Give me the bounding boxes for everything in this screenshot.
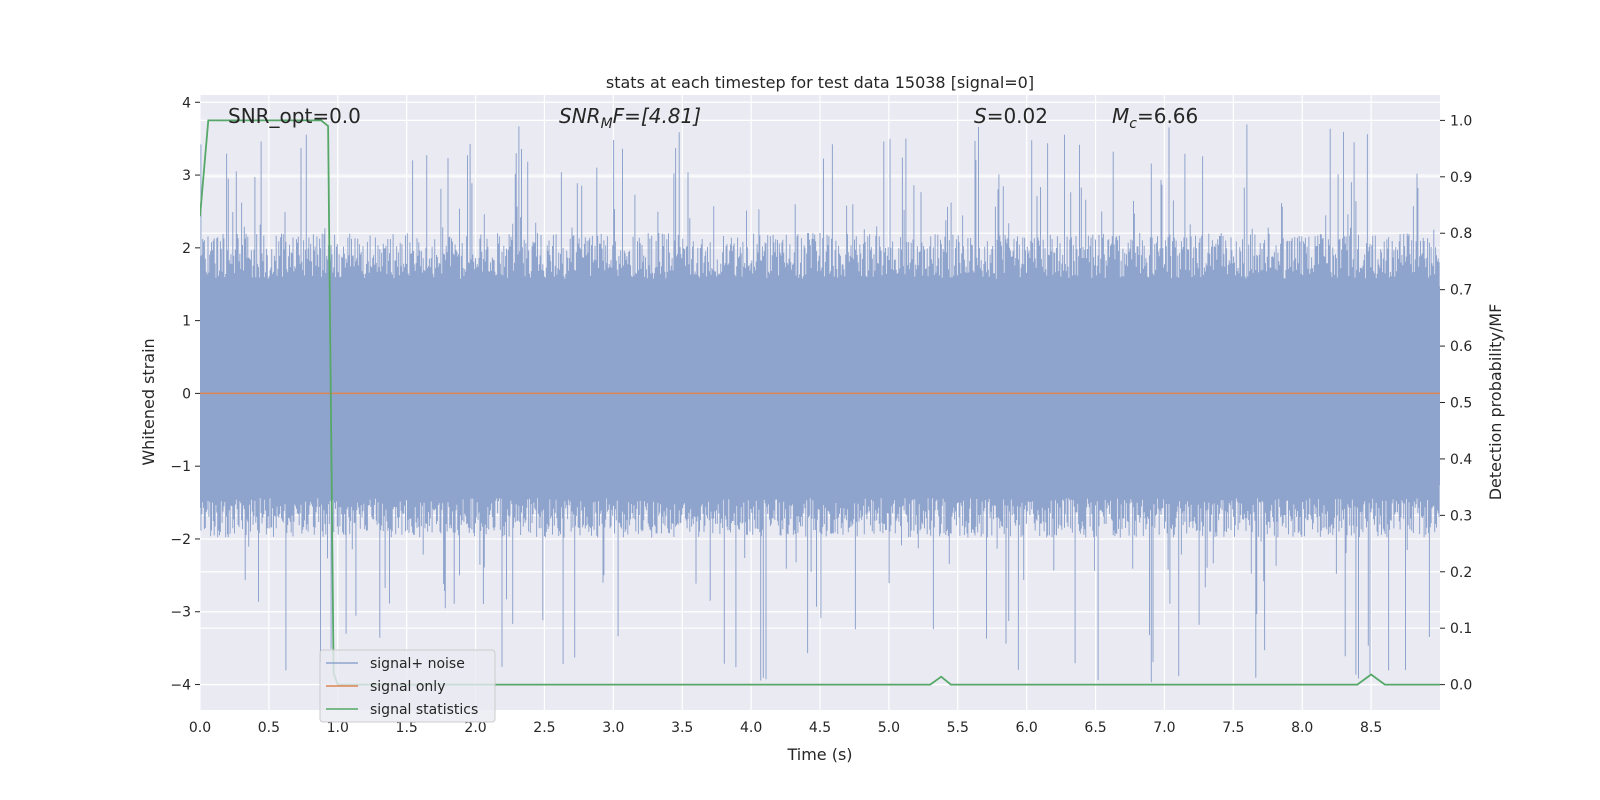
y2-tick-label: 0.7 [1450,283,1472,299]
y2-axis-label: Detection probability/MF [1486,304,1505,501]
legend-box [319,649,496,723]
annotation-mc-rest: =6.66 [1137,104,1198,128]
annotation-mc-sub: c [1129,116,1137,132]
y-tick-label: 1 [182,314,191,330]
x-tick-label: 8.0 [1291,720,1313,736]
y2-axis-ticks: 1.0 0.9 0.8 0.7 0.6 0.5 0.4 0.3 0.2 0.1 0.0 [1440,113,1472,694]
x-tick-label: 2.5 [533,720,555,736]
x-tick-label: 5.0 [878,720,900,736]
legend-label-statistics: signal statistics [370,702,478,718]
y2-tick-label: 0.8 [1450,226,1472,242]
x-axis-ticks: 0.0 0.5 1.0 1.5 2.0 2.5 3.0 3.5 4.0 4.5 5.0 5.5 6.0 6… [189,720,1382,736]
y2-tick-label: 0.5 [1450,396,1472,412]
y-tick-label: −4 [170,678,191,694]
x-tick-label: 3.0 [602,720,624,736]
x-tick-label: 6.5 [1084,720,1106,736]
x-tick-label: 8.5 [1360,720,1382,736]
y-tick-label: 2 [182,241,191,257]
x-tick-label: 2.0 [464,720,486,736]
legend: signal+ noise signal only signal statist… [319,649,496,723]
y-axis-ticks: 4 3 2 1 0 −1 −2 −3 −4 [170,95,200,694]
x-tick-label: 3.5 [671,720,693,736]
x-tick-label: 1.0 [327,720,349,736]
annotation-snr-mf-base: SNR [559,104,601,128]
y2-tick-label: 0.0 [1450,678,1472,694]
y-tick-label: 4 [182,95,191,111]
x-tick-label: 7.0 [1153,720,1175,736]
x-tick-label: 4.0 [740,720,762,736]
x-tick-label: 1.5 [396,720,418,736]
y-axis-label: Whitened strain [139,338,158,465]
x-tick-label: 6.0 [1016,720,1038,736]
series-signal-statistics [200,119,1440,686]
y2-tick-label: 0.6 [1450,339,1472,355]
annotation-mc-base: M [1112,104,1129,128]
annotation-mc: Mc=6.66 [1112,104,1198,132]
legend-label-noise: signal+ noise [370,656,465,672]
y-tick-label: 0 [182,386,191,402]
y-tick-label: −1 [170,459,191,475]
annotation-s-italic: S [974,104,987,128]
annotation-snr-mf-rest: F=[4.81] [613,104,701,128]
annotation-snr-mf-sub: M [601,116,613,132]
annotation-s: S=0.02 [974,104,1048,128]
chart-title: stats at each timestep for test data 150… [606,73,1034,92]
noise-trace [200,124,1440,683]
x-tick-label: 4.5 [809,720,831,736]
y2-tick-label: 0.2 [1450,565,1472,581]
plot-area [200,119,1440,686]
y-tick-label: −2 [170,532,191,548]
annotation-s-rest: =0.02 [987,104,1048,128]
y2-tick-label: 0.4 [1450,452,1472,468]
y-tick-label: 3 [182,168,191,184]
x-tick-label: 5.5 [947,720,969,736]
legend-label-signal: signal only [370,679,445,695]
annotation-snr-opt: SNR_opt=0.0 [228,104,361,128]
x-tick-label: 0.5 [258,720,280,736]
x-axis-label: Time (s) [786,745,852,764]
y2-tick-label: 0.9 [1450,170,1472,186]
x-tick-label: 7.5 [1222,720,1244,736]
y2-tick-label: 0.1 [1450,621,1472,637]
series-noise [200,124,1440,683]
annotation-snr-mf: SNRMF=[4.81] [559,104,701,132]
y2-tick-label: 0.3 [1450,508,1472,524]
y-tick-label: −3 [170,605,191,621]
x-tick-label: 0.0 [189,720,211,736]
y2-tick-label: 1.0 [1450,113,1472,129]
